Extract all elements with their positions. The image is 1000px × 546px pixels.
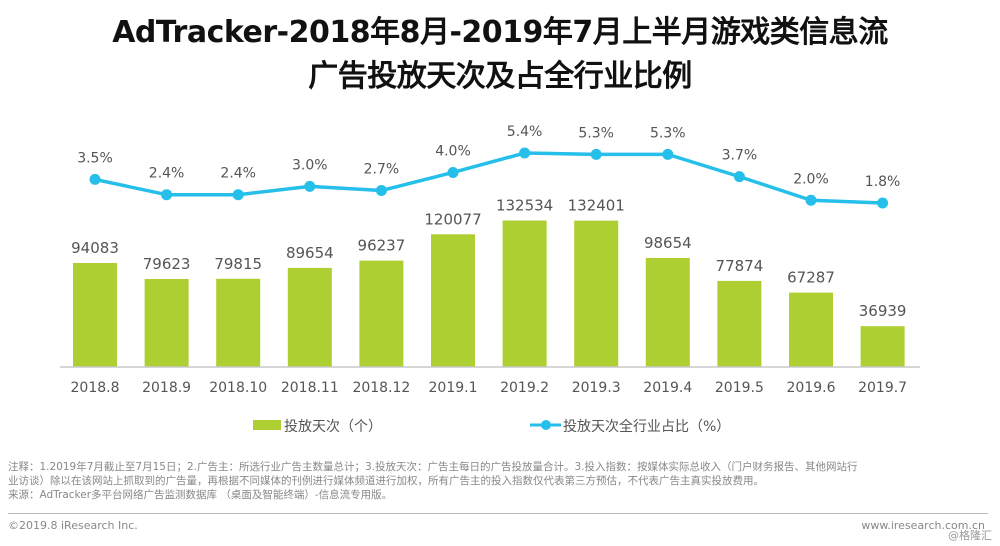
bar-label-2019.4: 98654 [644,234,692,252]
legend-bar-swatch [253,420,281,430]
x-tick-2019.5: 2019.5 [715,380,764,396]
bar-label-2019.1: 120077 [424,210,481,228]
line-point-2019.6 [805,194,817,206]
x-tick-2019.7: 2019.7 [858,380,907,396]
line-point-2018.9 [161,189,173,201]
line-label-2018.8: 3.5% [77,150,113,166]
line-label-2019.1: 4.0% [435,143,471,159]
bar-label-2019.2: 132534 [496,196,553,214]
bar-2019.1 [431,234,475,367]
chart-title-line1: AdTracker-2018年8月-2019年7月上半月游戏类信息流 [112,15,888,50]
line-point-2019.7 [877,197,889,209]
line-label-2019.6: 2.0% [793,171,829,187]
line-label-2018.9: 2.4% [149,166,185,182]
watermark: @格隆汇 [948,529,992,542]
bar-value-labels: 94083 79623 79815 89654 96237 120077 132534 132… [71,196,906,320]
line-point-2019.5 [733,171,745,183]
footer-divider [8,513,988,514]
bar-series [73,220,905,367]
footnote-source: 来源：AdTracker多平台网络广告监测数据库 （桌面及智能终端）-信息流专用… [8,489,393,501]
bar-label-2018.8: 94083 [71,239,119,257]
x-tick-2018.8: 2018.8 [71,380,120,396]
line-point-2018.12 [375,185,387,197]
x-tick-2018.10: 2018.10 [209,380,267,396]
copyright: ©2019.8 iResearch Inc. [8,519,138,532]
bar-label-2018.10: 79815 [214,255,262,273]
line-label-2019.5: 3.7% [722,148,758,164]
bar-label-2018.9: 79623 [143,255,191,273]
bar-label-2019.7: 36939 [859,302,907,320]
line-label-2019.7: 1.8% [865,174,901,190]
line-point-2019.4 [662,148,674,160]
footnote-line2: 业访谈）除以在该网站上抓取到的广告量，再根据不同媒体的刊例进行媒体频道进行加权，… [8,475,764,487]
line-point-2018.11 [304,180,316,192]
legend: 投放天次（个） 投放天次全行业占比（%） [253,418,730,435]
x-tick-labels: 2018.8 2018.9 2018.10 2018.11 2018.12 2019.1 2… [71,380,908,396]
share-line-labels: 3.5% 2.4% 2.4% 3.0% 2.7% 4.0% 5.4% 5.3% 5.3% 3.7%… [77,124,900,190]
line-point-2018.8 [89,173,101,185]
bar-2018.11 [287,267,332,367]
legend-line-marker [541,420,551,430]
x-tick-2019.2: 2019.2 [500,380,549,396]
line-label-2019.2: 5.4% [507,124,543,140]
bar-label-2018.11: 89654 [286,244,334,262]
line-label-2018.12: 2.7% [364,162,400,178]
bar-2019.5 [717,280,762,367]
x-tick-2019.1: 2019.1 [429,380,478,396]
legend-bar-label: 投放天次（个） [284,419,382,435]
bar-2019.6 [789,292,833,367]
bar-label-2019.6: 67287 [787,269,835,287]
website-link[interactable]: www.iresearch.com.cn [861,519,985,532]
x-tick-2018.9: 2018.9 [142,380,191,396]
bar-2019.7 [860,326,905,367]
x-tick-2018.11: 2018.11 [281,380,339,396]
line-label-2019.4: 5.3% [650,125,686,141]
line-point-2019.1 [447,166,459,178]
x-tick-2019.6: 2019.6 [787,380,836,396]
bar-label-2018.12: 96237 [358,237,406,255]
bar-label-2019.5: 77874 [716,257,764,275]
line-point-2019.3 [590,148,602,160]
x-tick-2019.4: 2019.4 [643,380,692,396]
legend-line-label: 投放天次全行业占比（%） [563,418,730,435]
share-line [94,151,883,205]
bar-2019.2 [502,220,547,367]
x-tick-2019.3: 2019.3 [572,380,621,396]
bar-2019.3 [574,220,619,367]
bar-2018.8 [73,263,117,367]
x-tick-2018.12: 2018.12 [352,380,410,396]
footnote-line1: 注释：1.2019年7月截止至7月15日；2.广告主：所选行业广告主数量总计；3… [8,461,858,473]
chart-title-line2: 广告投放天次及占全行业比例 [308,59,692,94]
line-label-2019.3: 5.3% [578,125,614,141]
line-label-2018.11: 3.0% [292,157,328,173]
line-label-2018.10: 2.4% [220,166,256,182]
bar-2018.9 [144,278,189,367]
bar-2019.4 [645,257,690,367]
line-point-2019.2 [519,147,531,159]
share-line-points [89,147,889,209]
bar-2018.12 [359,260,404,367]
footnotes: 注释：1.2019年7月截止至7月15日；2.广告主：所选行业广告主数量总计；3… [8,460,998,502]
bar-2018.10 [216,278,261,367]
line-point-2018.10 [232,189,244,201]
bar-label-2019.3: 132401 [568,197,625,215]
